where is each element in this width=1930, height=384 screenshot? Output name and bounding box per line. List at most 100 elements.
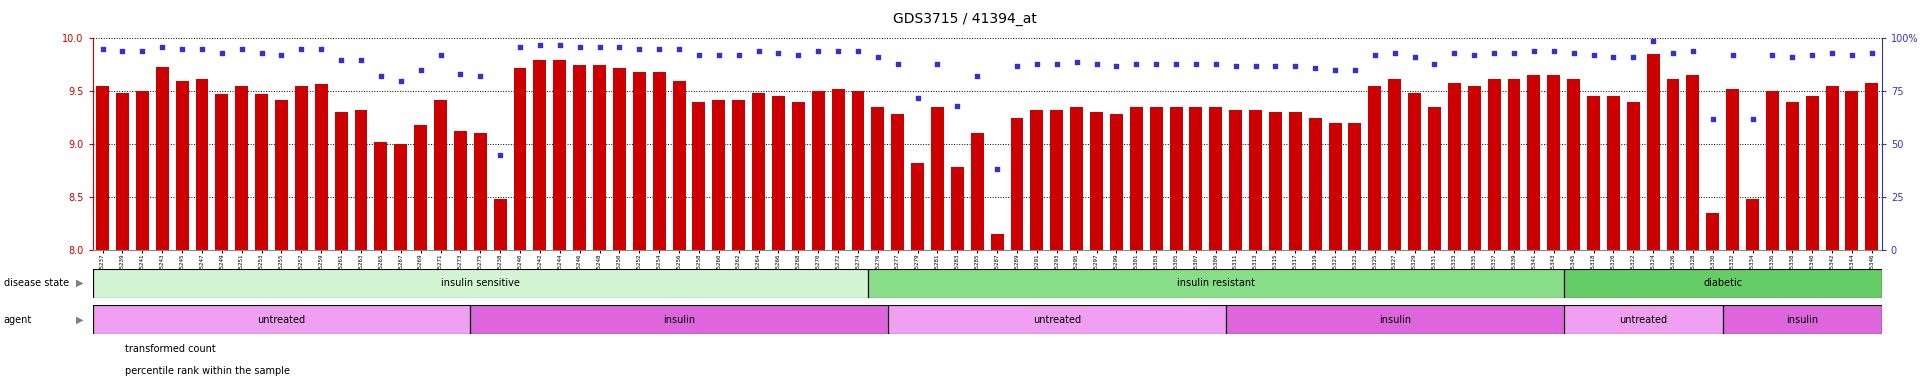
Point [1241, 63, 1272, 69]
Point [87, 46, 118, 52]
Point [484, 152, 515, 158]
Point [525, 42, 556, 48]
Point [703, 52, 733, 58]
Point [1181, 61, 1212, 67]
Bar [1785, 102, 1799, 250]
Bar [674, 81, 685, 250]
Bar [1368, 86, 1382, 250]
Point [923, 61, 953, 67]
Point [803, 48, 834, 54]
Point [604, 44, 635, 50]
Bar [355, 110, 367, 250]
Bar [1011, 118, 1023, 250]
Bar [633, 72, 647, 250]
Text: diabetic: diabetic [1702, 278, 1743, 288]
Point [1339, 67, 1370, 73]
Point [1797, 52, 1828, 58]
Point [1737, 116, 1768, 122]
Bar [1567, 79, 1581, 250]
Bar [1289, 112, 1301, 250]
Bar [1110, 114, 1123, 250]
Bar [911, 163, 924, 250]
Point [386, 78, 417, 84]
Bar [255, 94, 268, 250]
Point [1002, 63, 1033, 69]
Bar [1826, 86, 1839, 250]
Bar [1687, 75, 1698, 250]
Point [187, 46, 218, 52]
Point [345, 56, 376, 63]
Point [1399, 55, 1430, 61]
Point [1658, 50, 1689, 56]
Point [1260, 63, 1291, 69]
Text: agent: agent [4, 314, 33, 325]
Bar [295, 86, 307, 250]
Bar [93, 269, 868, 298]
Point [743, 48, 774, 54]
Point [446, 71, 477, 78]
Point [405, 67, 436, 73]
Bar [1527, 75, 1540, 250]
Text: untreated: untreated [257, 314, 305, 325]
Bar [394, 144, 407, 250]
Point [305, 46, 336, 52]
Bar [573, 65, 587, 250]
Point [1081, 61, 1112, 67]
Point [147, 44, 178, 50]
Bar [1706, 213, 1720, 250]
Bar [1448, 83, 1461, 250]
Point [882, 61, 913, 67]
Text: disease state: disease state [4, 278, 69, 288]
Point [1816, 50, 1847, 56]
Bar [195, 79, 208, 250]
Point [1160, 61, 1191, 67]
Point [784, 52, 814, 58]
Bar [1845, 91, 1859, 250]
Point [1100, 63, 1131, 69]
Point [326, 56, 357, 63]
Point [1220, 63, 1251, 69]
Bar [96, 86, 108, 250]
Bar [731, 100, 745, 250]
Point [1498, 50, 1529, 56]
Bar [1270, 112, 1282, 250]
Bar [554, 60, 565, 250]
Point [1121, 61, 1152, 67]
Point [1042, 61, 1073, 67]
Point [1718, 52, 1749, 58]
Point [1519, 48, 1550, 54]
Point [1558, 50, 1588, 56]
Bar [1469, 86, 1480, 250]
Bar [235, 86, 249, 250]
Bar [1646, 54, 1660, 250]
Bar [652, 72, 666, 250]
Bar [1866, 83, 1878, 250]
Point [645, 46, 675, 52]
Bar [1309, 118, 1322, 250]
Point [1440, 50, 1471, 56]
Bar [1129, 107, 1143, 250]
Point [1598, 55, 1629, 61]
Bar [1189, 107, 1202, 250]
Bar [1668, 79, 1679, 250]
Point [266, 52, 297, 58]
Point [1617, 55, 1648, 61]
Point [1478, 50, 1509, 56]
Bar [832, 89, 845, 250]
Point [901, 94, 932, 101]
Point [1299, 65, 1330, 71]
Point [942, 103, 973, 109]
Bar [1548, 75, 1559, 250]
Bar [1488, 79, 1500, 250]
Bar [93, 305, 471, 334]
Text: GDS3715 / 41394_at: GDS3715 / 41394_at [894, 12, 1036, 25]
Bar [334, 112, 347, 250]
Point [822, 48, 853, 54]
Point [1280, 63, 1310, 69]
Bar [868, 269, 1563, 298]
Point [961, 73, 992, 79]
Point [1696, 116, 1727, 122]
Point [504, 44, 535, 50]
Point [544, 42, 575, 48]
Bar [471, 305, 888, 334]
